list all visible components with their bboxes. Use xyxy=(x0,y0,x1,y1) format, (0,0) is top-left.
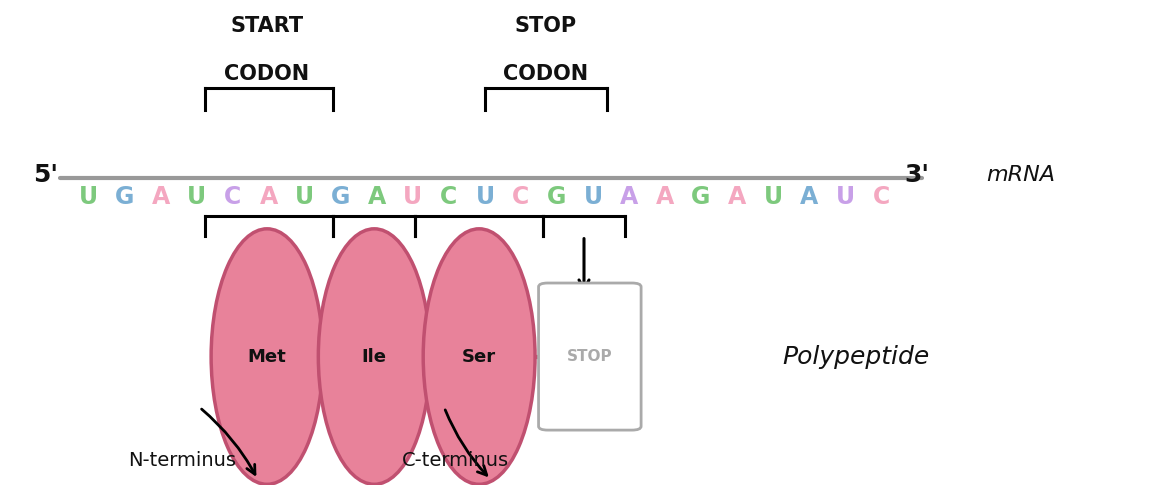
FancyBboxPatch shape xyxy=(538,283,641,430)
Text: G: G xyxy=(116,185,134,209)
Text: G: G xyxy=(548,185,566,209)
Text: U: U xyxy=(835,185,855,209)
Text: U: U xyxy=(764,185,783,209)
Text: A: A xyxy=(259,185,278,209)
Text: C: C xyxy=(872,185,890,209)
Text: C: C xyxy=(224,185,242,209)
Text: 3': 3' xyxy=(904,163,930,187)
Text: STOP: STOP xyxy=(566,349,613,364)
Text: U: U xyxy=(475,185,494,209)
Text: A: A xyxy=(800,185,819,209)
Text: A: A xyxy=(728,185,746,209)
Text: C: C xyxy=(440,185,458,209)
Text: A: A xyxy=(620,185,638,209)
Text: U: U xyxy=(403,185,423,209)
Text: A: A xyxy=(152,185,169,209)
Text: CODON: CODON xyxy=(224,64,310,84)
Text: 5': 5' xyxy=(33,163,58,187)
Text: U: U xyxy=(79,185,98,209)
Text: CODON: CODON xyxy=(503,64,589,84)
Text: G: G xyxy=(691,185,711,209)
Text: Polypeptide: Polypeptide xyxy=(783,345,930,368)
Ellipse shape xyxy=(211,229,324,485)
Ellipse shape xyxy=(319,229,430,485)
Text: A: A xyxy=(368,185,387,209)
Text: U: U xyxy=(187,185,207,209)
Text: C-terminus: C-terminus xyxy=(402,451,509,470)
Text: Ile: Ile xyxy=(362,347,387,365)
Text: G: G xyxy=(332,185,350,209)
Text: Met: Met xyxy=(248,347,286,365)
Ellipse shape xyxy=(423,229,535,485)
Text: Ser: Ser xyxy=(463,347,496,365)
Text: A: A xyxy=(656,185,674,209)
Text: U: U xyxy=(584,185,603,209)
Text: U: U xyxy=(296,185,314,209)
Text: mRNA: mRNA xyxy=(986,165,1055,185)
Text: STOP: STOP xyxy=(514,16,577,36)
Text: START: START xyxy=(230,16,304,36)
Text: N-terminus: N-terminus xyxy=(128,451,236,470)
Text: C: C xyxy=(513,185,529,209)
